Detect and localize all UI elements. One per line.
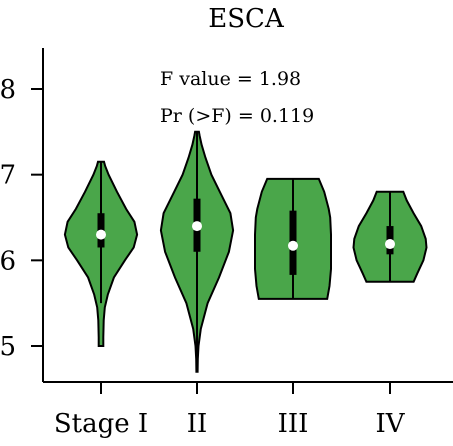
y-tick-label: 8 — [0, 75, 16, 105]
x-tick-label: II — [187, 409, 208, 439]
f-value-annotation: F value = 1.98 — [160, 68, 301, 90]
x-tick-label: III — [278, 409, 309, 439]
violins — [63, 130, 428, 373]
chart-title: ESCA — [208, 4, 285, 34]
x-tick-label: Stage I — [54, 409, 148, 439]
x-axis-ticks: Stage I II III IV — [54, 382, 406, 439]
y-axis-ticks: 5 6 7 8 — [0, 75, 43, 362]
violin-median-point — [96, 229, 106, 240]
y-tick-label: 5 — [0, 332, 16, 362]
violin-median-point — [385, 239, 395, 250]
x-tick-label: IV — [375, 409, 405, 439]
violin-median-point — [192, 221, 202, 232]
violin-median-point — [288, 240, 298, 251]
y-tick-label: 7 — [0, 161, 16, 191]
p-value-annotation: Pr (>F) = 0.119 — [160, 105, 314, 127]
y-tick-label: 6 — [0, 246, 16, 276]
